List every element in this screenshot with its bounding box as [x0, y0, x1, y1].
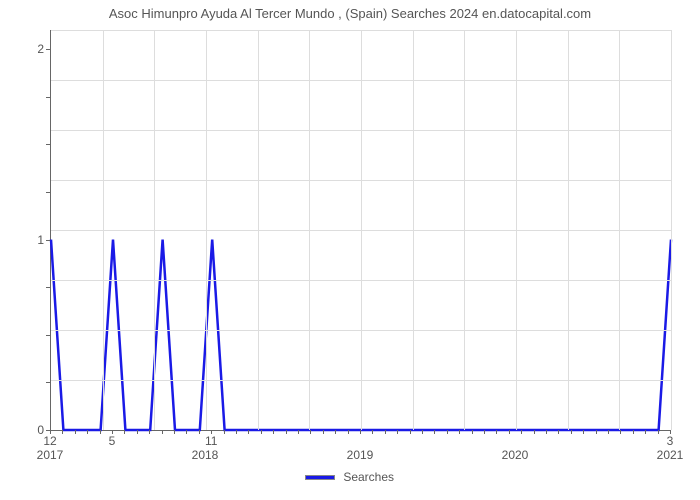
value-label: 5: [109, 434, 116, 448]
chart-title: Asoc Himunpro Ayuda Al Tercer Mundo , (S…: [0, 6, 700, 21]
x-tick-label: 2017: [37, 448, 64, 462]
legend: Searches: [0, 470, 700, 484]
y-tick-label: 0: [0, 423, 44, 437]
x-tick-label: 2019: [347, 448, 374, 462]
value-label: 12: [43, 434, 56, 448]
value-label: 3: [667, 434, 674, 448]
y-tick-label: 1: [0, 233, 44, 247]
y-tick-label: 2: [0, 42, 44, 56]
plot-area: [50, 30, 671, 431]
legend-swatch: [306, 476, 334, 479]
legend-label: Searches: [343, 470, 394, 484]
x-tick-label: 2021: [657, 448, 684, 462]
chart-container: { "chart": { "type": "line", "title": "A…: [0, 0, 700, 500]
value-label: 11: [205, 434, 217, 448]
x-tick-label: 2018: [192, 448, 219, 462]
x-tick-label: 2020: [502, 448, 529, 462]
